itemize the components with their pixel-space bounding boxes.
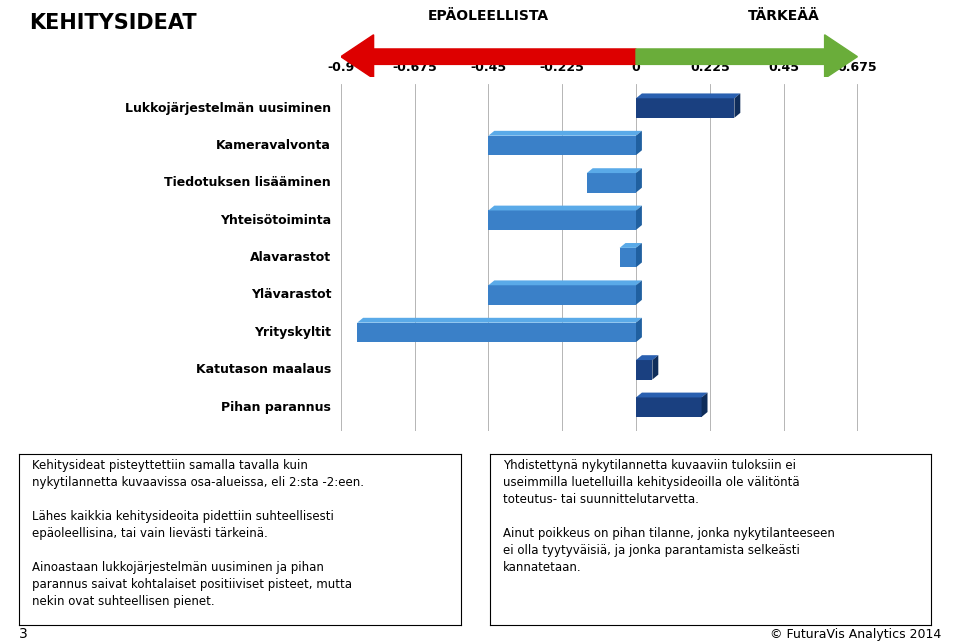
- Bar: [636, 397, 702, 417]
- Bar: [489, 211, 636, 230]
- Polygon shape: [653, 355, 659, 379]
- Text: Yrityskyltit: Yrityskyltit: [254, 326, 331, 339]
- Polygon shape: [619, 243, 642, 248]
- Bar: [636, 360, 653, 379]
- Polygon shape: [489, 131, 642, 136]
- Polygon shape: [636, 393, 708, 397]
- Polygon shape: [636, 317, 642, 342]
- Bar: [587, 173, 636, 193]
- FancyArrow shape: [341, 35, 636, 79]
- Polygon shape: [636, 243, 642, 267]
- Polygon shape: [489, 280, 642, 285]
- Polygon shape: [734, 93, 740, 118]
- Text: Alavarastot: Alavarastot: [250, 251, 331, 264]
- Polygon shape: [587, 168, 642, 173]
- Text: Ylävarastot: Ylävarastot: [251, 289, 331, 301]
- Polygon shape: [489, 205, 642, 211]
- Text: KEHITYSIDEAT: KEHITYSIDEAT: [29, 13, 197, 33]
- Text: TÄRKEÄÄ: TÄRKEÄÄ: [748, 9, 820, 23]
- Text: © FuturaVis Analytics 2014: © FuturaVis Analytics 2014: [770, 628, 941, 641]
- Polygon shape: [357, 317, 642, 323]
- Text: Yhdistettynä nykytilannetta kuvaaviin tuloksiin ei
useimmilla luetelluilla kehit: Yhdistettynä nykytilannetta kuvaaviin tu…: [503, 459, 835, 574]
- Polygon shape: [636, 93, 740, 99]
- Polygon shape: [636, 355, 659, 360]
- Bar: [357, 323, 636, 342]
- Bar: [489, 285, 636, 305]
- Text: Yhteisötoiminta: Yhteisötoiminta: [220, 214, 331, 227]
- Polygon shape: [636, 280, 642, 305]
- Polygon shape: [636, 168, 642, 193]
- Text: Kehitysideat pisteyttettiin samalla tavalla kuin
nykytilannetta kuvaavissa osa-a: Kehitysideat pisteyttettiin samalla tava…: [33, 459, 365, 608]
- Text: 3: 3: [19, 627, 28, 641]
- Text: Kameravalvonta: Kameravalvonta: [216, 139, 331, 152]
- Text: Katutason maalaus: Katutason maalaus: [196, 363, 331, 376]
- Polygon shape: [636, 131, 642, 155]
- Bar: [489, 136, 636, 155]
- Bar: [619, 248, 636, 267]
- Polygon shape: [636, 205, 642, 230]
- Text: Lukkojärjestelmän uusiminen: Lukkojärjestelmän uusiminen: [125, 102, 331, 115]
- Polygon shape: [702, 393, 708, 417]
- Text: EPÄOLEELLISTA: EPÄOLEELLISTA: [428, 9, 549, 23]
- Bar: [636, 99, 734, 118]
- Text: Pihan parannus: Pihan parannus: [222, 401, 331, 413]
- Text: Tiedotuksen lisääminen: Tiedotuksen lisääminen: [164, 176, 331, 189]
- FancyArrow shape: [636, 35, 857, 79]
